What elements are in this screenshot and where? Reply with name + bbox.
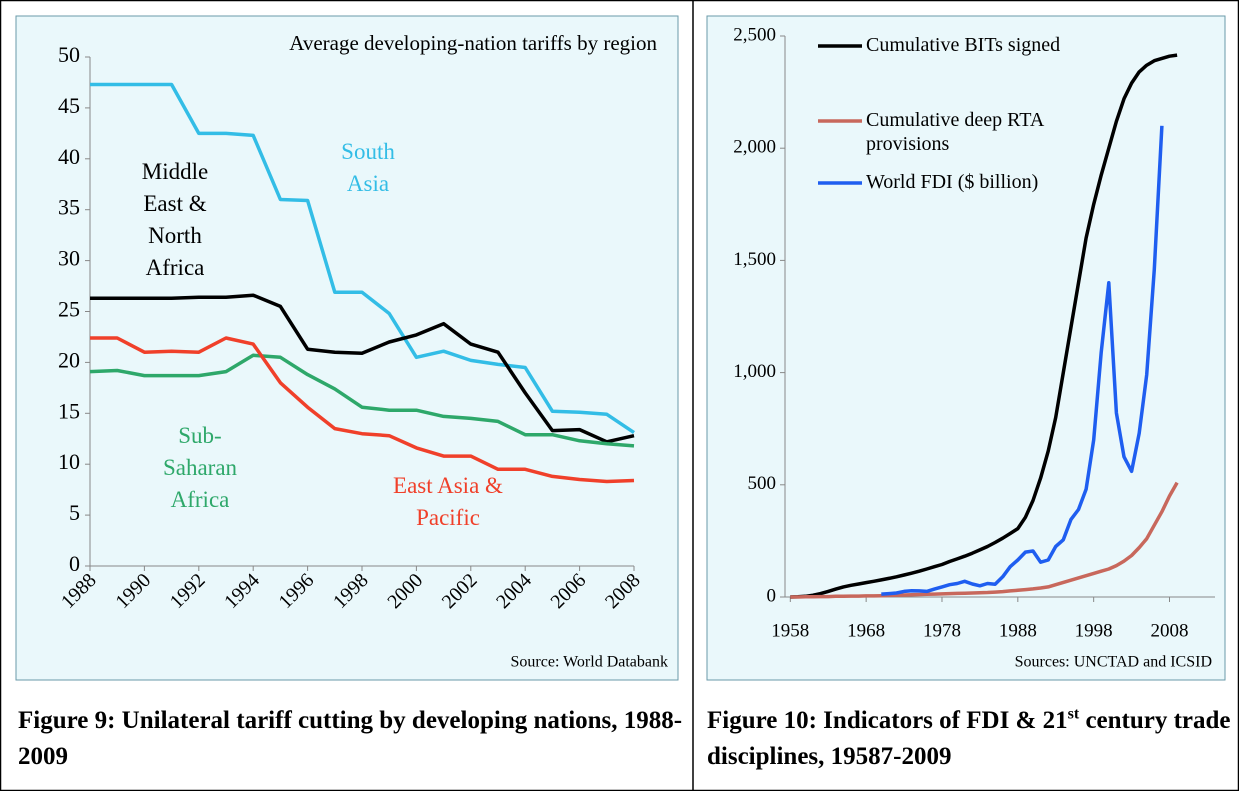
source: Sources: UNCTAD and ICSID bbox=[1015, 654, 1212, 671]
panel bbox=[15, 15, 679, 681]
y-tick-label: 40 bbox=[58, 144, 80, 169]
y-tick-label: 1,000 bbox=[733, 361, 776, 382]
series-label: Sub-Saharan Africa bbox=[162, 423, 238, 512]
series-line bbox=[881, 125, 1164, 596]
x-tick-label: 1998 bbox=[1075, 620, 1113, 641]
caption: Figure 10: Indicators of FDI & 21st cent… bbox=[707, 703, 1232, 775]
caption-text: century trade disciplines, 19587-2009 bbox=[707, 707, 1231, 770]
y-tick-label: 10 bbox=[58, 449, 80, 474]
x-tick-label: 1968 bbox=[847, 620, 885, 641]
series-label: Middle East & North Africa bbox=[141, 159, 209, 280]
caption: Figure 9: Unilateral tariff cutting by d… bbox=[18, 707, 683, 770]
y-tick-label: 15 bbox=[58, 398, 80, 423]
y-tick-label: 0 bbox=[767, 585, 777, 606]
y-tick-label: 2,000 bbox=[733, 137, 776, 158]
x-tick-label: 2008 bbox=[1150, 620, 1188, 641]
source: Source: World Databank bbox=[511, 654, 668, 671]
chart-title: Average developing-nation tariffs by reg… bbox=[289, 31, 657, 55]
y-tick-label: 0 bbox=[69, 551, 80, 576]
y-tick-label: 1,500 bbox=[733, 249, 776, 270]
series-label: East Asia & Pacific bbox=[393, 473, 503, 530]
caption-text: Figure 10: Indicators of FDI & 21 bbox=[707, 707, 1068, 734]
series-line bbox=[790, 53, 1178, 599]
x-tick-label: 1978 bbox=[923, 620, 961, 641]
y-tick-label: 25 bbox=[58, 297, 80, 322]
x-tick-label: 1988 bbox=[999, 620, 1037, 641]
series-label: South Asia bbox=[341, 139, 395, 196]
y-tick-label: 35 bbox=[58, 195, 80, 220]
y-tick-label: 45 bbox=[58, 93, 80, 118]
legend-label: World FDI ($ billion) bbox=[866, 171, 1039, 193]
legend-label: Cumulative deep RTA provisions bbox=[866, 109, 1044, 155]
series-line bbox=[90, 293, 635, 444]
y-tick-label: 50 bbox=[58, 42, 80, 67]
series-line bbox=[90, 336, 635, 484]
panel bbox=[706, 15, 1226, 681]
x-tick-label: 1958 bbox=[771, 620, 809, 641]
series-line bbox=[90, 82, 635, 435]
y-tick-label: 20 bbox=[58, 347, 80, 372]
y-tick-label: 2,500 bbox=[733, 24, 776, 45]
caption-sup: st bbox=[1067, 705, 1080, 723]
series-line bbox=[790, 481, 1179, 599]
series-line bbox=[89, 353, 635, 448]
y-tick-label: 5 bbox=[69, 500, 80, 525]
y-tick-label: 500 bbox=[748, 473, 777, 494]
legend-label: Cumulative BITs signed bbox=[866, 34, 1061, 56]
y-tick-label: 30 bbox=[58, 246, 80, 271]
